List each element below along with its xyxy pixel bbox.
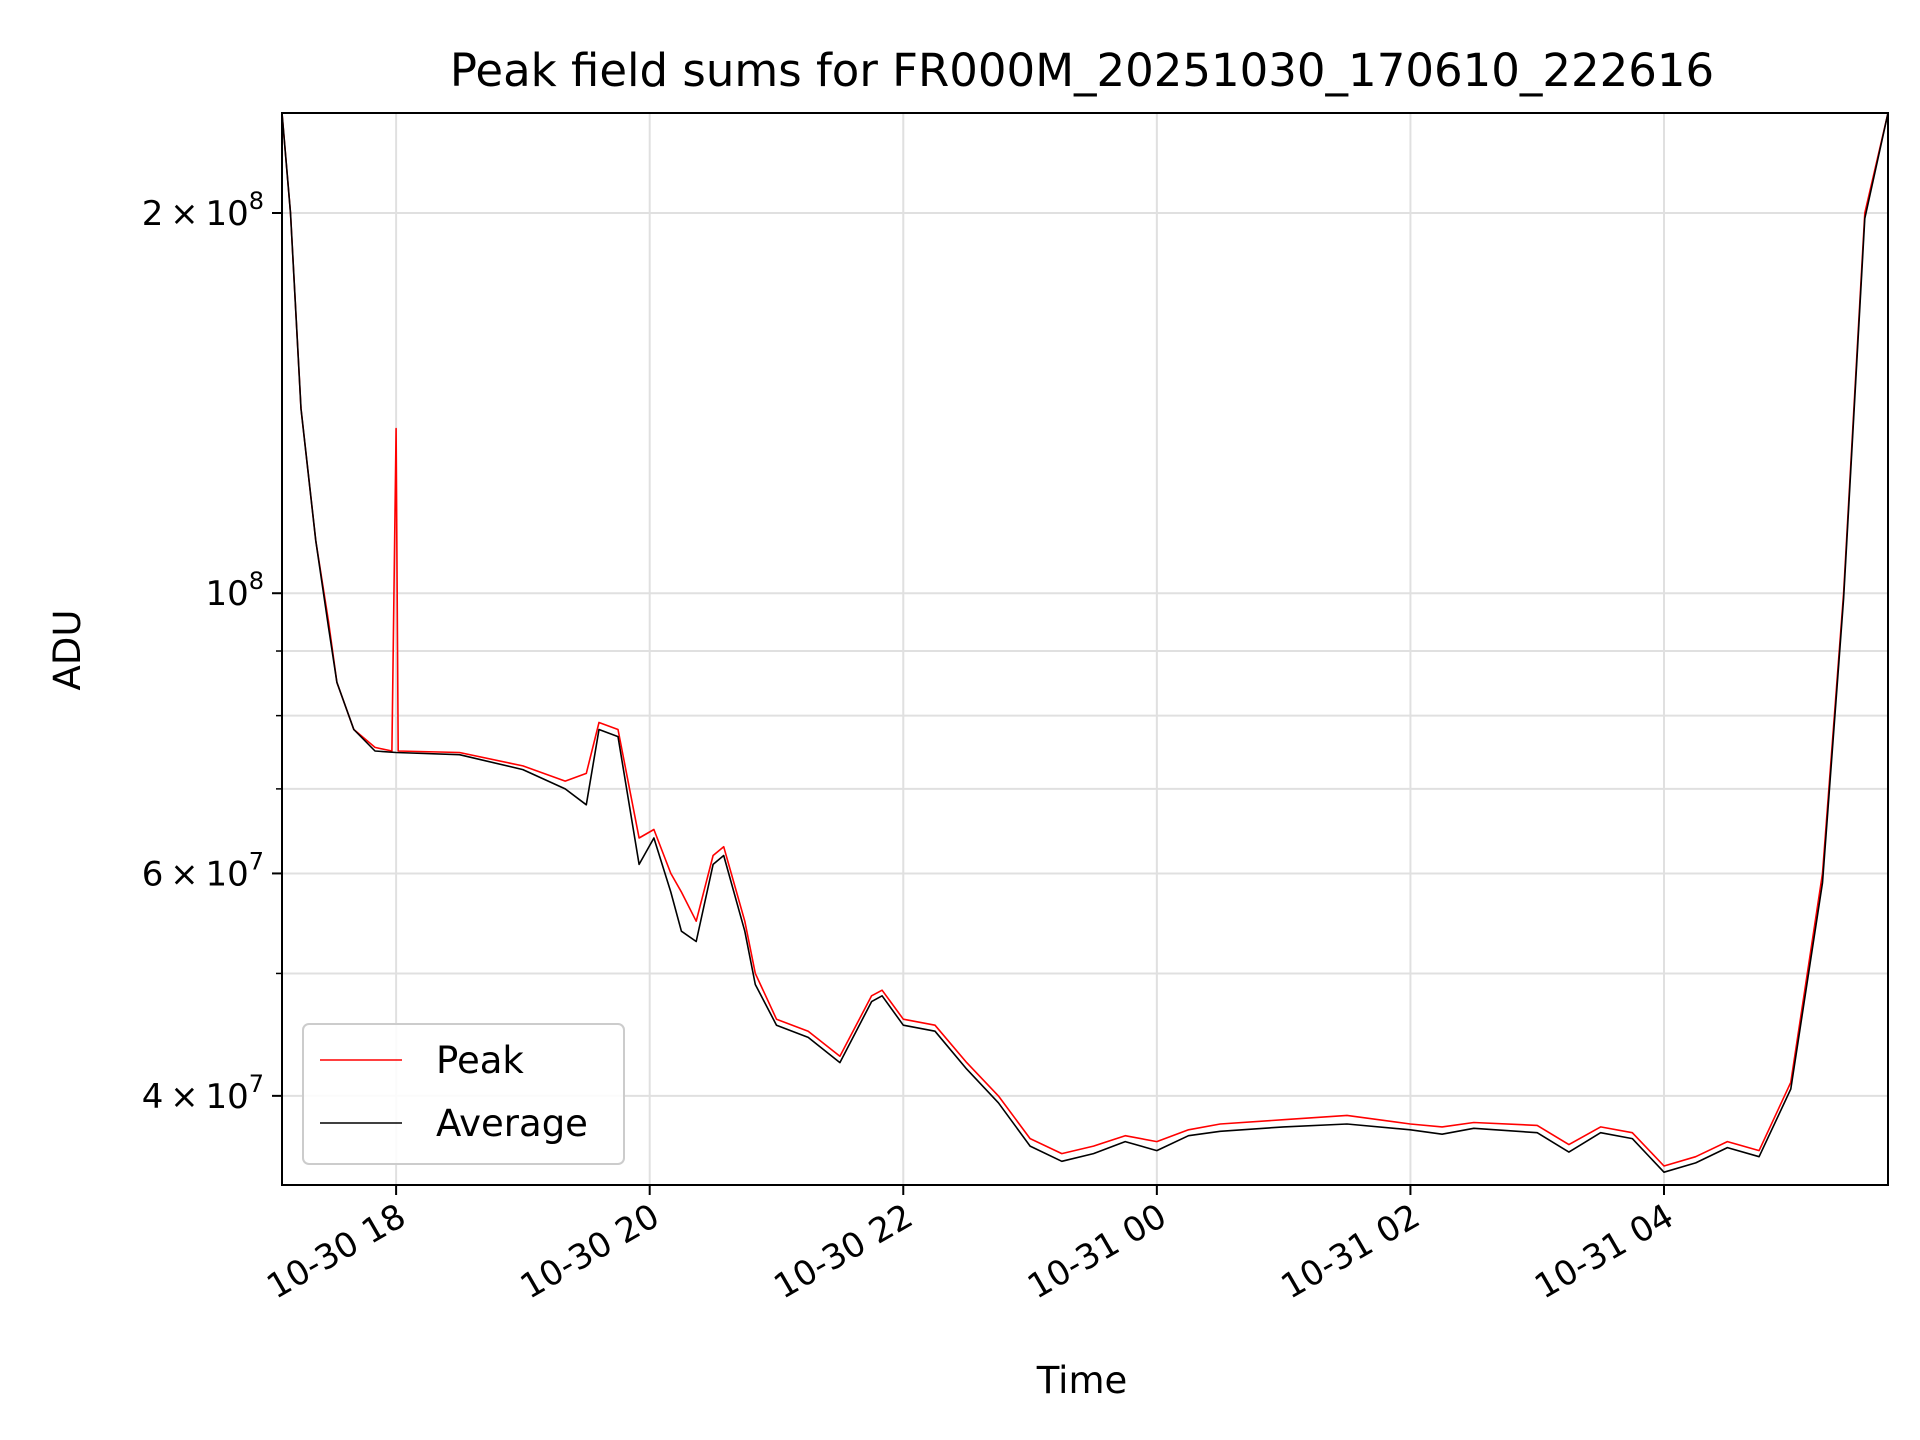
series-layer <box>282 113 1888 1173</box>
legend-label-peak: Peak <box>436 1039 524 1082</box>
legend-box <box>302 1023 625 1165</box>
y-axis-title: ADU <box>46 610 89 691</box>
y-tick-label: 2 × 108 <box>142 187 264 234</box>
y-tick-label: 6 × 107 <box>142 847 264 894</box>
series-average-line <box>282 113 1888 1173</box>
series-peak-line <box>282 113 1888 1167</box>
grid <box>282 113 1888 1185</box>
y-tick-label: 4 × 107 <box>142 1070 264 1117</box>
chart-title: Peak field sums for FR000M_20251030_1706… <box>450 44 1714 97</box>
legend: Peak Average <box>302 1023 625 1165</box>
legend-label-average: Average <box>436 1102 588 1145</box>
plot-frame <box>281 112 1889 1186</box>
x-axis-title: Time <box>1036 1359 1128 1402</box>
